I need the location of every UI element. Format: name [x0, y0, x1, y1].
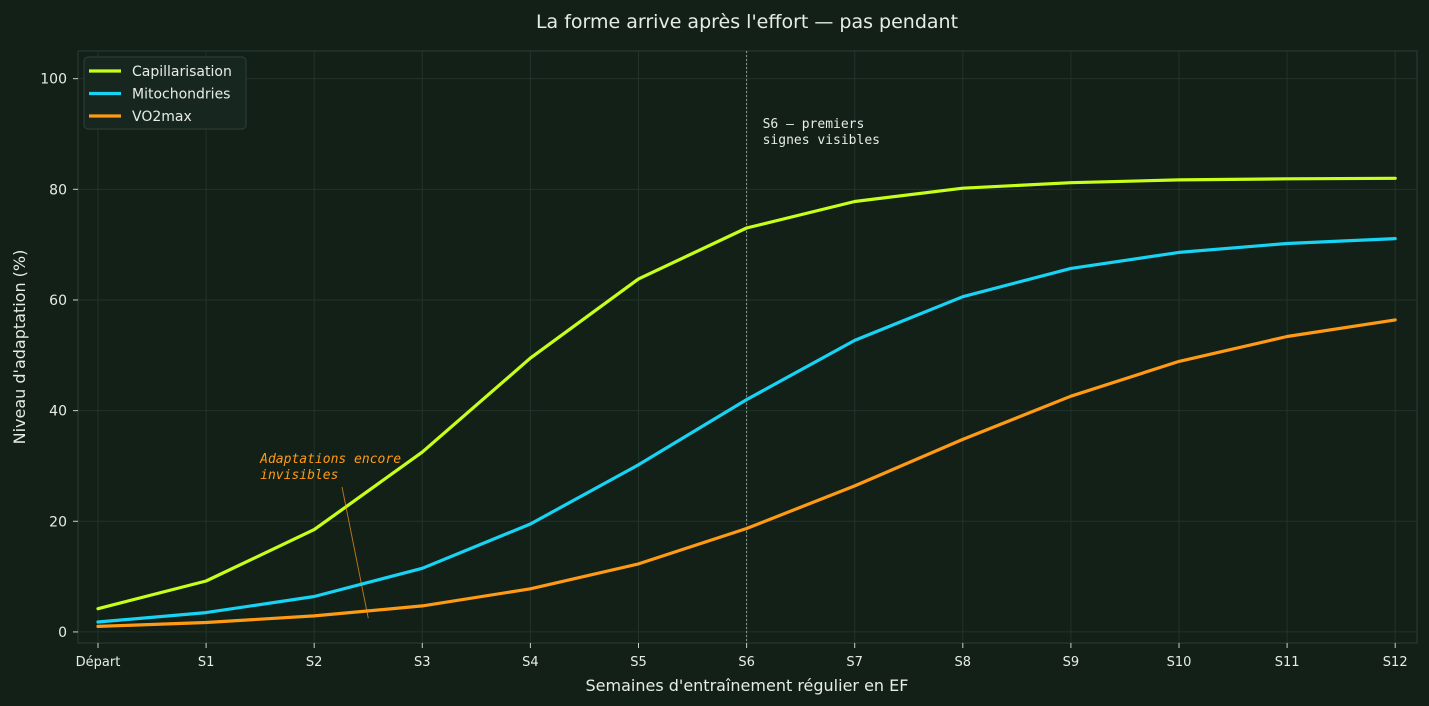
x-tick-label: S11: [1275, 655, 1300, 670]
x-tick-label: S8: [955, 655, 972, 670]
chart-title: La forme arrive après l'effort — pas pen…: [536, 11, 958, 33]
series-line-vo2max: [96, 318, 1397, 629]
legend-box: [83, 56, 247, 130]
y-tick-label: 40: [49, 404, 67, 420]
legend-label-vo2max: VO2max: [132, 109, 192, 125]
x-tick-label: S6: [738, 655, 755, 670]
x-tick-label: S9: [1063, 655, 1080, 670]
x-tick-label: Départ: [76, 655, 121, 670]
series-line-mitochondries: [96, 237, 1397, 624]
y-axis-label: Niveau d'adaptation (%): [10, 250, 29, 445]
y-tick-label: 20: [49, 514, 67, 530]
x-tick-label: S2: [306, 655, 323, 670]
x-tick-label: S3: [414, 655, 431, 670]
annotation-line: Adaptations encore: [259, 452, 401, 467]
annotation-line: invisibles: [260, 468, 338, 483]
x-tick-label: S7: [846, 655, 863, 670]
series-lines: [96, 176, 1397, 629]
x-axis-ticks: Départ S1 S2 S3 S4 S5 S6 S7 S8 S9 S10 S11 S12: [76, 643, 1408, 670]
x-tick-label: S1: [198, 655, 215, 670]
y-tick-label: 60: [49, 293, 67, 309]
y-tick-label: 0: [58, 625, 67, 641]
grid: [78, 51, 1417, 643]
x-tick-label: S4: [522, 655, 539, 670]
annotation-line: S6 — premiers: [763, 117, 865, 132]
annotation-invisibles: Adaptations encore invisibles: [259, 452, 401, 483]
annotation-arrow: [341, 486, 369, 619]
x-tick-label: S10: [1167, 655, 1192, 670]
y-tick-label: 100: [40, 72, 67, 88]
x-tick-label: S5: [630, 655, 647, 670]
annotation-s6: S6 — premiers signes visibles: [763, 117, 880, 148]
legend: Capillarisation Mitochondries VO2max: [83, 56, 247, 130]
y-axis-ticks: 0 20 40 60 80 100: [40, 72, 78, 641]
annotations: S6 — premiers signes visibles Adaptations …: [259, 117, 880, 619]
plot-frame: [77, 50, 1418, 644]
legend-label-mitochondries: Mitochondries: [132, 87, 230, 103]
legend-label-capillarisation: Capillarisation: [132, 64, 232, 80]
annotation-line: signes visibles: [763, 133, 880, 148]
x-tick-label: S12: [1383, 655, 1408, 670]
series-line-capillarisation: [96, 176, 1397, 611]
x-axis-label: Semaines d'entraînement régulier en EF: [586, 676, 909, 695]
y-tick-label: 80: [49, 182, 67, 198]
